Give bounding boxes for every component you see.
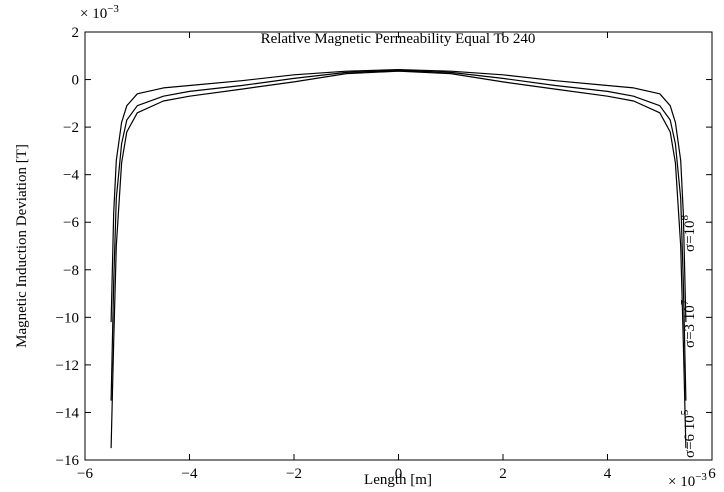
x-tick-label: 0: [395, 466, 403, 482]
y-tick-label: −2: [63, 120, 79, 136]
y-tick-label: −10: [56, 310, 79, 326]
series-group: [110, 69, 687, 449]
x-axis-label: Length [m]: [364, 472, 432, 488]
plot-area-box: [84, 31, 713, 461]
x-tick-label: 4: [604, 466, 612, 482]
annotation-sigma-6e5: σ=6 105: [679, 409, 698, 458]
y-tick-label: −14: [56, 405, 80, 421]
x-multiplier: × 10−3: [668, 471, 707, 490]
y-tick-label: −4: [63, 168, 79, 184]
ticks: [84, 31, 713, 461]
y-axis-label: Magnetic Induction Deviation [T]: [14, 144, 30, 348]
tick-labels: −6 −4 −2 0 2 4 6 2 0 −2 −4 −6 −8 −10 −12 −14 −16: [56, 25, 717, 482]
series-line-3: [110, 69, 687, 323]
y-tick-label: −12: [56, 358, 79, 374]
annotation-sigma-1e8: σ=108: [679, 214, 698, 252]
x-tick-label: −4: [182, 466, 198, 482]
y-multiplier: × 10−3: [80, 3, 119, 22]
x-tick-label: −2: [286, 466, 302, 482]
y-tick-label: 2: [72, 25, 80, 41]
y-tick-label: 0: [72, 73, 80, 89]
x-tick-label: 6: [708, 466, 716, 482]
x-tick-label: −6: [77, 466, 93, 482]
series-line-2: [110, 69, 687, 401]
annotation-sigma-3e7: σ=3 107: [679, 299, 698, 348]
y-tick-label: −8: [63, 263, 79, 279]
x-tick-label: 2: [499, 466, 507, 482]
chart-title: Relative Magnetic Permeability Equal To …: [261, 31, 536, 47]
y-tick-label: −16: [56, 453, 80, 469]
series-line-1: [110, 70, 687, 449]
y-tick-label: −6: [63, 215, 79, 231]
